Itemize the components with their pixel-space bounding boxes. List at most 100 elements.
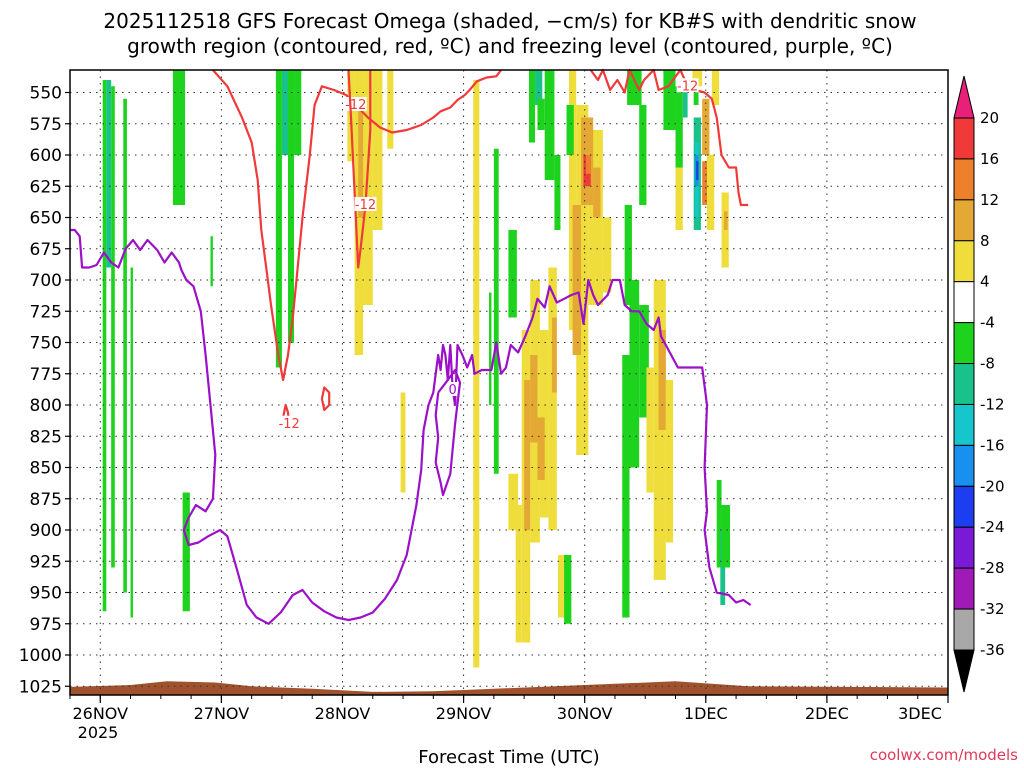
- colorbar-label: -4: [980, 314, 995, 332]
- omega-cell: [544, 70, 555, 180]
- omega-cell: [210, 236, 213, 287]
- omega-cell: [535, 70, 543, 105]
- colorbar-bin: [953, 240, 975, 283]
- colorbar-bin: [953, 403, 975, 446]
- colorbar-label: -16: [980, 436, 1005, 454]
- omega-cell: [627, 70, 642, 105]
- omega-cell: [572, 205, 582, 355]
- colorbar-bottom-arrow: [953, 649, 975, 693]
- colorbar-label: 4: [980, 273, 990, 291]
- y-tick-label: 750: [30, 334, 62, 354]
- x-axis-year-label: 2025: [78, 723, 119, 742]
- omega-cell: [675, 86, 683, 168]
- x-tick-label: 29NOV: [436, 704, 492, 723]
- y-tick-label: 850: [30, 459, 62, 479]
- omega-cell: [102, 80, 107, 612]
- omega-cell: [551, 317, 557, 393]
- omega-cell: [530, 355, 538, 443]
- colorbar-label: 8: [980, 232, 990, 250]
- omega-cell: [554, 155, 561, 230]
- omega-cell: [106, 80, 112, 268]
- y-tick-label: 875: [30, 490, 62, 510]
- colorbar-bin: [953, 526, 975, 569]
- dendritic-contour-label: -12: [279, 417, 300, 432]
- y-tick-label: 600: [30, 146, 62, 166]
- plot-background: [70, 70, 948, 695]
- colorbar-bin: [953, 485, 975, 528]
- colorbar-label: -12: [980, 395, 1005, 413]
- colorbar-bin: [953, 608, 975, 651]
- omega-cell: [675, 167, 683, 230]
- y-tick-label: 625: [30, 177, 62, 197]
- omega-cell: [524, 380, 531, 530]
- omega-cell: [172, 70, 186, 205]
- omega-cell: [130, 267, 133, 618]
- omega-cell: [566, 105, 574, 155]
- colorbar-label: -8: [980, 355, 995, 373]
- credit-text: coolwx.com/models: [870, 746, 1018, 764]
- omega-cell: [564, 555, 572, 624]
- omega-cell: [682, 80, 688, 118]
- y-tick-label: 550: [30, 84, 62, 104]
- omega-cell: [508, 473, 519, 530]
- y-tick-label: 975: [30, 615, 62, 635]
- omega-cell: [696, 161, 699, 180]
- omega-cell: [624, 205, 632, 305]
- colorbar-bin: [953, 281, 975, 324]
- y-tick-label: 675: [30, 240, 62, 260]
- chart-title-line2: growth region (contoured, red, ºC) and f…: [127, 34, 893, 58]
- omega-cell: [508, 230, 517, 318]
- colorbar-label: -28: [980, 559, 1005, 577]
- y-tick-label: 775: [30, 365, 62, 385]
- omega-cell: [702, 161, 708, 205]
- omega-cell: [716, 480, 722, 568]
- omega-cell: [711, 70, 720, 105]
- dendritic-contour-label: -12: [345, 98, 366, 113]
- y-tick-label: 650: [30, 209, 62, 229]
- omega-cell: [489, 292, 492, 405]
- omega-cell: [372, 70, 383, 230]
- x-tick-label: 27NOV: [194, 704, 250, 723]
- colorbar-bin: [953, 117, 975, 160]
- y-axis-ticks: 550 575 600 625 650 675 700 725 750 775 800 825 850 8…: [19, 84, 70, 697]
- y-tick-label: 575: [30, 115, 62, 135]
- omega-shading: [102, 70, 731, 668]
- colorbar-bin: [953, 199, 975, 242]
- dendritic-contour-label: -12: [677, 79, 698, 94]
- x-tick-label: 26NOV: [72, 704, 128, 723]
- plot-frame: [69, 69, 949, 696]
- omega-cell: [646, 367, 654, 493]
- colorbar-label: 12: [980, 191, 999, 209]
- omega-cell: [692, 70, 703, 87]
- omega-cell: [537, 417, 545, 480]
- y-tick-label: 950: [30, 584, 62, 604]
- chart-title-line1: 2025112518 GFS Forecast Omega (shaded, −…: [103, 9, 916, 33]
- omega-cell: [287, 70, 295, 343]
- omega-cell: [665, 380, 674, 543]
- colorbar-label: 16: [980, 150, 999, 168]
- x-tick-label: 3DEC: [898, 704, 942, 723]
- colorbar-label: 20: [980, 109, 999, 127]
- omega-cell: [629, 280, 640, 468]
- omega-cell: [593, 167, 601, 218]
- y-tick-label: 825: [30, 427, 62, 447]
- freezing-contour: [70, 228, 752, 625]
- dendritic-contour: [320, 386, 331, 412]
- omega-cell: [602, 217, 612, 293]
- colorbar-top-arrow: [953, 75, 975, 119]
- omega-cell: [281, 70, 288, 155]
- dendritic-contour: [347, 69, 372, 269]
- y-tick-label: 1000: [19, 646, 62, 666]
- omega-cell: [707, 155, 715, 230]
- colorbar-bin: [953, 567, 975, 610]
- omega-cell: [358, 98, 366, 218]
- omega-cell: [548, 267, 557, 530]
- freezing-contour: [434, 368, 462, 497]
- omega-cell: [568, 70, 577, 330]
- colorbar-label: -20: [980, 477, 1005, 495]
- gridlines: [70, 70, 948, 695]
- y-tick-label: 700: [30, 271, 62, 291]
- omega-cell: [723, 211, 728, 230]
- y-tick-label: 800: [30, 396, 62, 416]
- colorbar-bin: [953, 158, 975, 201]
